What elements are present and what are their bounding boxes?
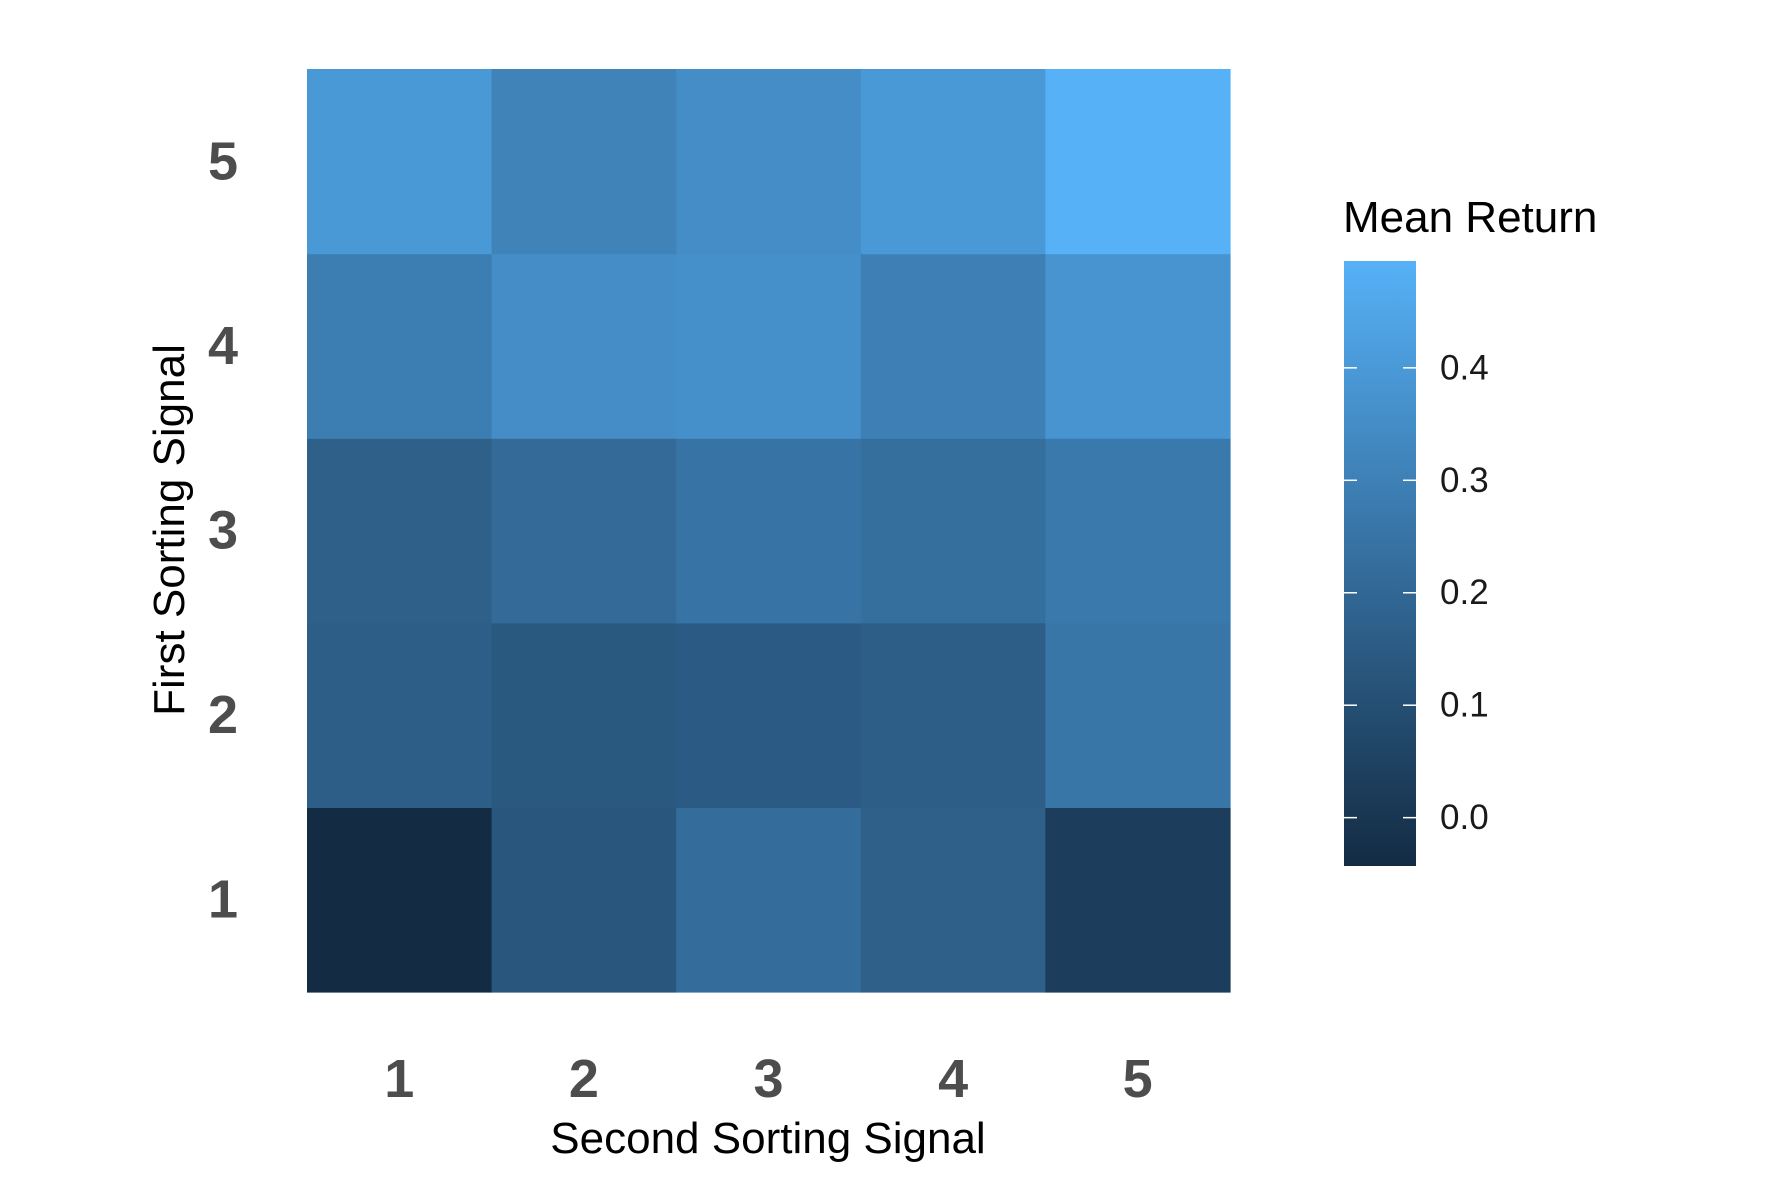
- heatmap-cell-r1-c2: [491, 807, 677, 993]
- x-axis-title: Second Sorting Signal: [550, 1114, 985, 1163]
- heatmap-cell-r5-c5: [1045, 69, 1231, 255]
- legend-title: Mean Return: [1343, 193, 1597, 242]
- heatmap-cell-r5-c2: [491, 69, 677, 255]
- heatmap-cell-r4-c5: [1045, 253, 1231, 439]
- heatmap-cell-r1-c4: [860, 807, 1046, 993]
- heatmap-cell-r1-c1: [307, 807, 493, 993]
- heatmap-cell-r2-c1: [307, 622, 493, 808]
- heatmap-cell-r4-c2: [491, 253, 677, 439]
- y-tick-label: 1: [208, 870, 238, 930]
- heatmap-cell-r2-c4: [860, 622, 1046, 808]
- x-tick-label: 1: [384, 1049, 414, 1109]
- y-tick-label: 5: [208, 131, 238, 191]
- heatmap-cell-r5-c3: [676, 69, 862, 255]
- x-tick-label: 2: [569, 1049, 599, 1109]
- legend-colorbar: [1344, 261, 1416, 866]
- heatmap-cell-r4-c1: [307, 253, 493, 439]
- heatmap-cell-r4-c3: [676, 253, 862, 439]
- legend: Mean Return 0.0 0.1 0.2 0.3 0.4: [1343, 193, 1597, 866]
- x-axis-ticks: 1 2 3 4 5: [384, 1049, 1152, 1109]
- y-tick-label: 2: [208, 685, 238, 745]
- legend-tick-label: 0.0: [1440, 798, 1489, 837]
- heatmap-cell-r3-c3: [676, 438, 862, 624]
- heatmap-cell-r2-c2: [491, 622, 677, 808]
- x-tick-label: 4: [938, 1049, 968, 1109]
- heatmap-cell-r3-c1: [307, 438, 493, 624]
- y-axis-ticks: 1 2 3 4 5: [208, 131, 238, 929]
- heatmap-cells: [307, 69, 1231, 993]
- heatmap-cell-r3-c5: [1045, 438, 1231, 624]
- x-tick-label: 5: [1123, 1049, 1153, 1109]
- heatmap-cell-r2-c3: [676, 622, 862, 808]
- heatmap-cell-r2-c5: [1045, 622, 1231, 808]
- legend-tick-label: 0.1: [1440, 686, 1489, 725]
- x-tick-label: 3: [753, 1049, 783, 1109]
- y-tick-label: 4: [208, 316, 238, 376]
- heatmap-cell-r3-c4: [860, 438, 1046, 624]
- heatmap-cell-r3-c2: [491, 438, 677, 624]
- y-tick-label: 3: [208, 501, 238, 561]
- y-axis-title: First Sorting Signal: [145, 344, 194, 716]
- heatmap-cell-r1-c5: [1045, 807, 1231, 993]
- legend-tick-label: 0.4: [1440, 348, 1489, 387]
- legend-ticks: 0.0 0.1 0.2 0.3 0.4: [1344, 348, 1489, 837]
- heatmap-cell-r4-c4: [860, 253, 1046, 439]
- heatmap-cell-r1-c3: [676, 807, 862, 993]
- legend-tick-label: 0.3: [1440, 461, 1489, 500]
- heatmap-cell-r5-c1: [307, 69, 493, 255]
- heatmap-cell-r5-c4: [860, 69, 1046, 255]
- legend-tick-label: 0.2: [1440, 573, 1489, 612]
